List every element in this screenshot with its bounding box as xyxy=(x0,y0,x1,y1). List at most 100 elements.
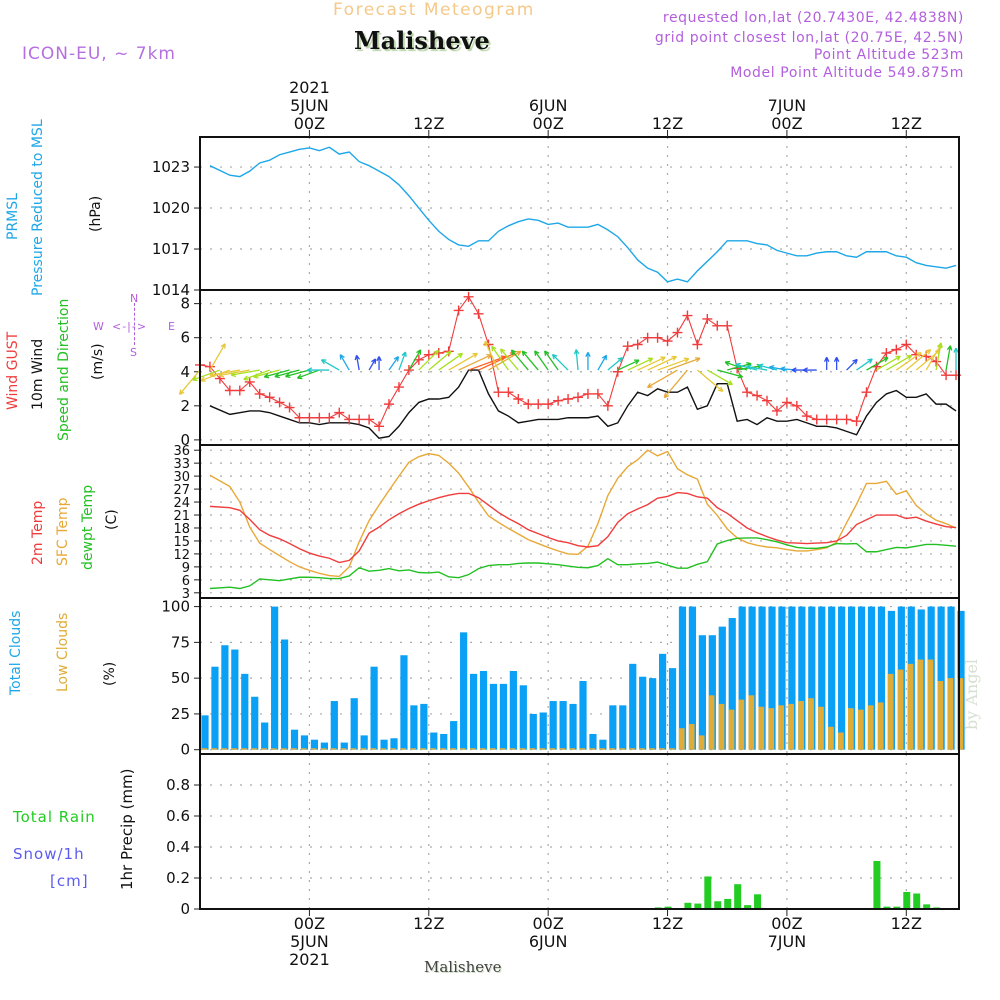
low-cloud-bar xyxy=(639,748,645,750)
y-tick-label: 21 xyxy=(173,509,190,524)
gust-marker xyxy=(314,412,325,423)
bottom-x-tick-label: 6JUN xyxy=(529,932,568,951)
top-x-tick-label: 00Z xyxy=(771,114,802,133)
low-cloud-bar xyxy=(857,709,864,750)
low-cloud-bar xyxy=(340,748,347,750)
y-tick-label: 100 xyxy=(161,598,190,616)
wind-arrow xyxy=(757,363,778,371)
wind-arrow xyxy=(935,342,943,371)
low-cloud-bar xyxy=(211,748,218,750)
low-cloud-bar xyxy=(788,703,795,750)
total-cloud-bar xyxy=(748,606,756,750)
wind-arrow xyxy=(802,367,817,373)
total-cloud-bar xyxy=(380,739,388,750)
gust-marker xyxy=(254,388,265,399)
low-cloud-bar xyxy=(748,695,755,750)
gust-marker xyxy=(612,366,623,377)
rain-bar xyxy=(754,894,762,909)
y-tick-label: 50 xyxy=(171,669,190,687)
total-cloud-bar xyxy=(847,606,856,750)
total-cloud-bar xyxy=(400,655,408,750)
wind-arrow xyxy=(307,367,330,373)
panel-4: 0 0.2 0.4 0.6 0.8 xyxy=(166,754,959,918)
low-cloud-bar xyxy=(808,698,814,750)
y-tick-label: 0.2 xyxy=(166,869,190,887)
rain-bar xyxy=(664,906,672,909)
gust-marker xyxy=(831,414,842,425)
total-cloud-bar xyxy=(658,653,667,750)
gust-marker xyxy=(473,308,484,319)
wind-arrow xyxy=(458,354,492,371)
y-tick-label: 15 xyxy=(173,535,190,550)
total-cloud-bar xyxy=(529,713,537,750)
total-cloud-bar xyxy=(698,635,706,750)
top-x-tick-label: 12Z xyxy=(652,114,683,133)
gust-marker xyxy=(592,388,603,399)
low-cloud-bar xyxy=(678,728,685,750)
rain-bar xyxy=(873,860,881,909)
gust-marker xyxy=(443,346,454,357)
gust-marker xyxy=(403,365,414,376)
wind-arrow xyxy=(717,369,744,379)
wind-arrow xyxy=(895,351,922,371)
gust-marker xyxy=(841,414,852,425)
low-cloud-bar xyxy=(649,748,655,750)
gust-marker xyxy=(523,399,534,410)
gust-marker xyxy=(781,397,792,408)
y-tick-label: 0.6 xyxy=(166,807,190,825)
y-tick-label: 1017 xyxy=(152,240,190,258)
rain-bar xyxy=(883,906,891,909)
panel-1: 0 2 4 6 8 xyxy=(180,290,959,449)
top-x-tick-label: 12Z xyxy=(891,114,922,133)
wind-arrow xyxy=(597,354,608,371)
total-cloud-bar xyxy=(469,673,478,750)
wind-arrow xyxy=(376,356,382,371)
y-tick-label: 6 xyxy=(182,574,190,589)
wind-arrow xyxy=(667,357,701,371)
low-cloud-bar xyxy=(847,708,854,750)
bottom-x-tick-label: 12Z xyxy=(652,914,683,933)
wind-arrow xyxy=(905,348,932,371)
low-cloud-bar xyxy=(440,748,446,750)
low-cloud-bar xyxy=(370,748,377,750)
y-tick-label: 1023 xyxy=(152,158,190,176)
total-cloud-bar xyxy=(251,696,259,750)
wind-arrow xyxy=(866,357,889,371)
total-cloud-bar xyxy=(668,668,677,750)
low-cloud-bar xyxy=(261,748,267,750)
compass-n: N xyxy=(130,292,139,305)
low-cloud-bar xyxy=(619,748,625,750)
bottom-x-tick-label: 2021 xyxy=(289,950,330,969)
gust-marker xyxy=(244,376,255,387)
total-cloud-bar xyxy=(410,705,418,750)
low-cloud-bar xyxy=(499,748,506,750)
gust-marker xyxy=(642,332,653,343)
wind-arrow xyxy=(573,349,580,371)
low-cloud-bar xyxy=(360,748,367,750)
low-cloud-bar xyxy=(221,748,227,750)
low-cloud-bar xyxy=(668,748,675,750)
total-cloud-bar xyxy=(489,683,498,750)
y-tick-label: 12 xyxy=(173,548,190,563)
wind-arrow xyxy=(263,369,290,379)
total-cloud-bar xyxy=(241,673,249,750)
gust-marker xyxy=(563,394,574,405)
panel-frame xyxy=(199,289,960,446)
rain-bar xyxy=(913,893,921,909)
wind-arrow xyxy=(707,369,733,386)
gust-marker xyxy=(543,399,554,410)
gust-marker xyxy=(513,394,524,405)
total-cloud-bar xyxy=(519,685,527,750)
total-cloud-bar xyxy=(539,712,547,750)
model-label: ICON-EU, ~ 7km xyxy=(22,44,176,64)
low-cloud-bar xyxy=(410,748,416,750)
top-x-tick-label: 6JUN xyxy=(529,96,568,115)
y-tick-label: 0 xyxy=(180,900,190,918)
gust-marker xyxy=(712,320,723,331)
wind-speed-line xyxy=(209,369,957,439)
gust-marker xyxy=(364,414,375,425)
gust-marker xyxy=(582,388,593,399)
gust-marker xyxy=(374,421,385,432)
compass-w: W xyxy=(93,320,104,333)
